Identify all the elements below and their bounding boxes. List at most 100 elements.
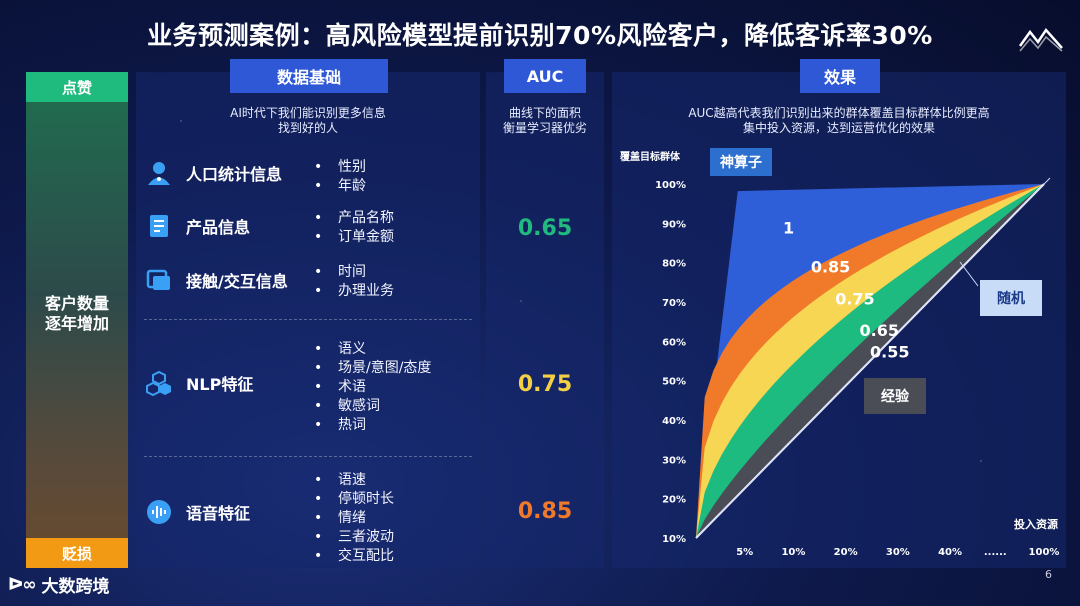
subtitle-line: 衡量学习器优劣 — [502, 121, 587, 135]
y-tick-label: 20% — [662, 495, 686, 506]
bullet-item: 热词 — [314, 416, 431, 435]
feature-demographics: 人口统计信息 — [146, 160, 282, 186]
bullet-item: 性别 — [314, 158, 366, 177]
x-tick-label: 10% — [781, 547, 805, 558]
x-tick-label: 5% — [736, 547, 753, 558]
bullet-item: 语速 — [314, 471, 394, 490]
brand-name: 大数跨境 — [41, 577, 110, 597]
feature-bullets: 性别 年龄 — [314, 158, 366, 196]
y-tick-label: 80% — [662, 259, 686, 270]
document-icon — [150, 215, 168, 237]
bullet-item: 敏感词 — [314, 397, 431, 416]
y-tick-label: 10% — [662, 534, 686, 545]
subtitle-line: AUC越高代表我们识别出来的群体覆盖目标群体比例更高 — [688, 106, 990, 120]
feature-label: 接触/交互信息 — [186, 272, 288, 291]
feature-label: 语音特征 — [186, 504, 251, 523]
effect-panel: 效果 AUC越高代表我们识别出来的群体覆盖目标群体比例更高 集中投入资源，达到运… — [612, 59, 1066, 568]
data-panel-subtitle: AI时代下我们能识别更多信息 找到好的人 — [136, 106, 480, 136]
auc-panel-subtitle: 曲线下的面积 衡量学习器优劣 — [486, 106, 604, 136]
bullet-item: 停顿时长 — [314, 490, 394, 509]
y-tick-label: 100% — [655, 180, 686, 191]
auc-value: 0.75 — [517, 372, 573, 397]
y-tick-label: 40% — [662, 416, 686, 427]
brand-logo: ᐅ∞ 大数跨境 — [8, 572, 110, 598]
section-divider — [144, 456, 472, 457]
callout-perfect-box — [710, 148, 772, 176]
feature-bullets: 语速 停顿时长 情绪 三者波动 交互配比 — [314, 471, 394, 566]
x-axis-label: 投入资源 — [1014, 517, 1058, 531]
curve-label: 0.75 — [835, 289, 874, 308]
bullet-item: 产品名称 — [314, 209, 394, 228]
bullet-item: 语义 — [314, 340, 431, 359]
x-tick-label: 100% — [1029, 547, 1060, 558]
feature-product: 产品信息 — [146, 213, 250, 239]
auc-panel-header: AUC — [504, 59, 586, 93]
feature-label: 产品信息 — [186, 218, 251, 237]
subtitle-line: 曲线下的面积 — [508, 106, 581, 120]
strip-middle-label: 客户数量 逐年增加 — [26, 294, 128, 334]
callout-random-pointer — [959, 261, 979, 287]
bullet-item: 时间 — [314, 263, 394, 282]
person-icon — [148, 162, 170, 185]
callout-experience-label: 经验 — [881, 388, 910, 405]
curve-label: 0.65 — [860, 321, 899, 340]
bullet-item: 交互配比 — [314, 547, 394, 566]
feature-label: 人口统计信息 — [186, 165, 283, 184]
mountain-logo-icon — [1018, 27, 1063, 52]
bullet-item: 场景/意图/态度 — [314, 359, 431, 378]
sentiment-strip: 点赞 客户数量 逐年增加 贬损 — [26, 72, 128, 568]
strip-middle-line: 逐年增加 — [44, 314, 109, 333]
bullet-item: 情绪 — [314, 509, 394, 528]
subtitle-line: 集中投入资源，达到运营优化的效果 — [742, 121, 935, 135]
window-icon — [146, 269, 170, 290]
feature-bullets: 产品名称 订单金额 — [314, 209, 394, 247]
section-divider — [144, 319, 472, 320]
subtitle-line: 找到好的人 — [277, 121, 338, 135]
feature-label: NLP特征 — [186, 375, 254, 394]
x-tick-label: 40% — [938, 547, 962, 558]
data-foundation-panel: 数据基础 AI时代下我们能识别更多信息 找到好的人 人口统计信息 性别 年龄 产… — [136, 59, 480, 568]
subtitle-line: AI时代下我们能识别更多信息 — [230, 106, 386, 120]
bullet-item: 订单金额 — [314, 228, 394, 247]
callout-experience-box — [864, 378, 926, 414]
strip-top-label: 点赞 — [26, 72, 128, 102]
voice-wave-icon — [147, 500, 171, 524]
bullet-item: 年龄 — [314, 177, 366, 196]
x-tick-label: 20% — [834, 547, 858, 558]
strip-bottom-label: 贬损 — [26, 538, 128, 568]
feature-voice: 语音特征 — [146, 499, 250, 525]
y-tick-label: 50% — [662, 377, 686, 388]
feature-bullets: 时间 办理业务 — [314, 263, 394, 301]
cubes-icon — [146, 370, 171, 396]
effect-panel-subtitle: AUC越高代表我们识别出来的群体覆盖目标群体比例更高 集中投入资源，达到运营优化… — [612, 106, 1066, 136]
y-tick-label: 60% — [662, 337, 686, 348]
y-tick-label: 30% — [662, 455, 686, 466]
bullet-item: 办理业务 — [314, 282, 394, 301]
y-tick-label: 70% — [662, 298, 686, 309]
bullet-item: 术语 — [314, 378, 431, 397]
curve-label: 0.85 — [811, 258, 850, 277]
data-panel-header: 数据基础 — [230, 59, 388, 93]
callout-random-box — [980, 280, 1042, 316]
curve-label: 1 — [783, 219, 794, 238]
bullet-item: 三者波动 — [314, 528, 394, 547]
brand-mark-icon: ᐅ∞ — [8, 574, 37, 595]
auc-value: 0.85 — [517, 499, 573, 524]
y-axis-label: 覆盖目标群体 — [620, 150, 681, 163]
callout-random-label: 随机 — [997, 290, 1025, 307]
strip-middle-line: 客户数量 — [44, 294, 109, 313]
feature-bullets: 语义 场景/意图/态度 术语 敏感词 热词 — [314, 340, 431, 435]
curve-label: 0.55 — [870, 342, 909, 361]
callout-perfect-label: 神算子 — [720, 154, 762, 171]
auc-value: 0.65 — [517, 216, 573, 241]
roc-chart: 1 0.85 0.75 0.65 0.55 覆盖目标群体 10% 20% 30% 40% 50% 60… — [620, 148, 1060, 558]
page-title: 业务预测案例：高风险模型提前识别70%风险客户，降低客诉率30% — [147, 21, 933, 50]
y-tick-label: 90% — [662, 219, 686, 230]
feature-nlp: NLP特征 — [146, 370, 253, 396]
x-tick-label: 30% — [886, 547, 910, 558]
diagonal-extension-line — [695, 177, 1051, 539]
effect-panel-header: 效果 — [800, 59, 880, 93]
page-number: 6 — [1045, 568, 1052, 581]
x-tick-label: ...... — [984, 547, 1007, 558]
feature-interaction: 接触/交互信息 — [146, 267, 288, 293]
